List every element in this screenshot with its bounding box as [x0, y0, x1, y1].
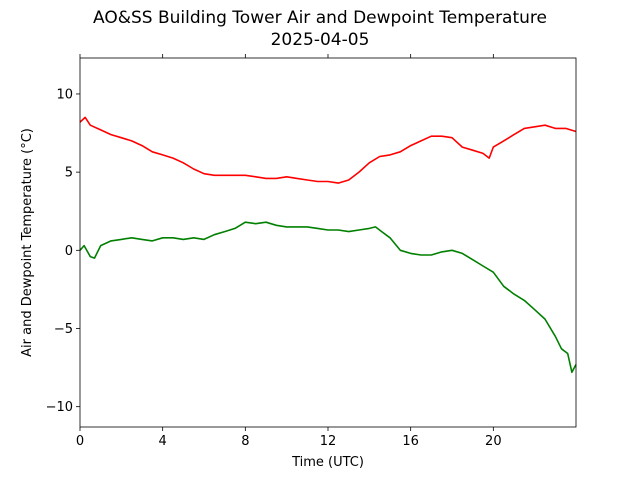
x-tick-label: 8	[241, 434, 249, 449]
chart-title: AO&SS Building Tower Air and Dewpoint Te…	[92, 8, 547, 28]
y-tick-label: 0	[65, 244, 73, 259]
x-axis-label: Time (UTC)	[291, 455, 364, 470]
y-tick-label: 5	[65, 166, 73, 181]
y-axis-label: Air and Dewpoint Temperature (°C)	[20, 128, 35, 357]
series-line-0	[79, 116, 577, 184]
chart-subtitle: 2025-04-05	[270, 30, 370, 50]
x-tick-label: 0	[76, 434, 84, 449]
plot-frame	[79, 57, 577, 428]
y-tick-label: 10	[56, 87, 73, 102]
x-tick-label: 20	[485, 434, 502, 449]
x-tick-label: 16	[402, 434, 419, 449]
x-tick-label: 4	[159, 434, 167, 449]
y-tick-label: −5	[54, 322, 73, 337]
x-tick-label: 12	[320, 434, 337, 449]
y-tick-label: −10	[46, 400, 73, 415]
series-line-1	[79, 221, 577, 374]
